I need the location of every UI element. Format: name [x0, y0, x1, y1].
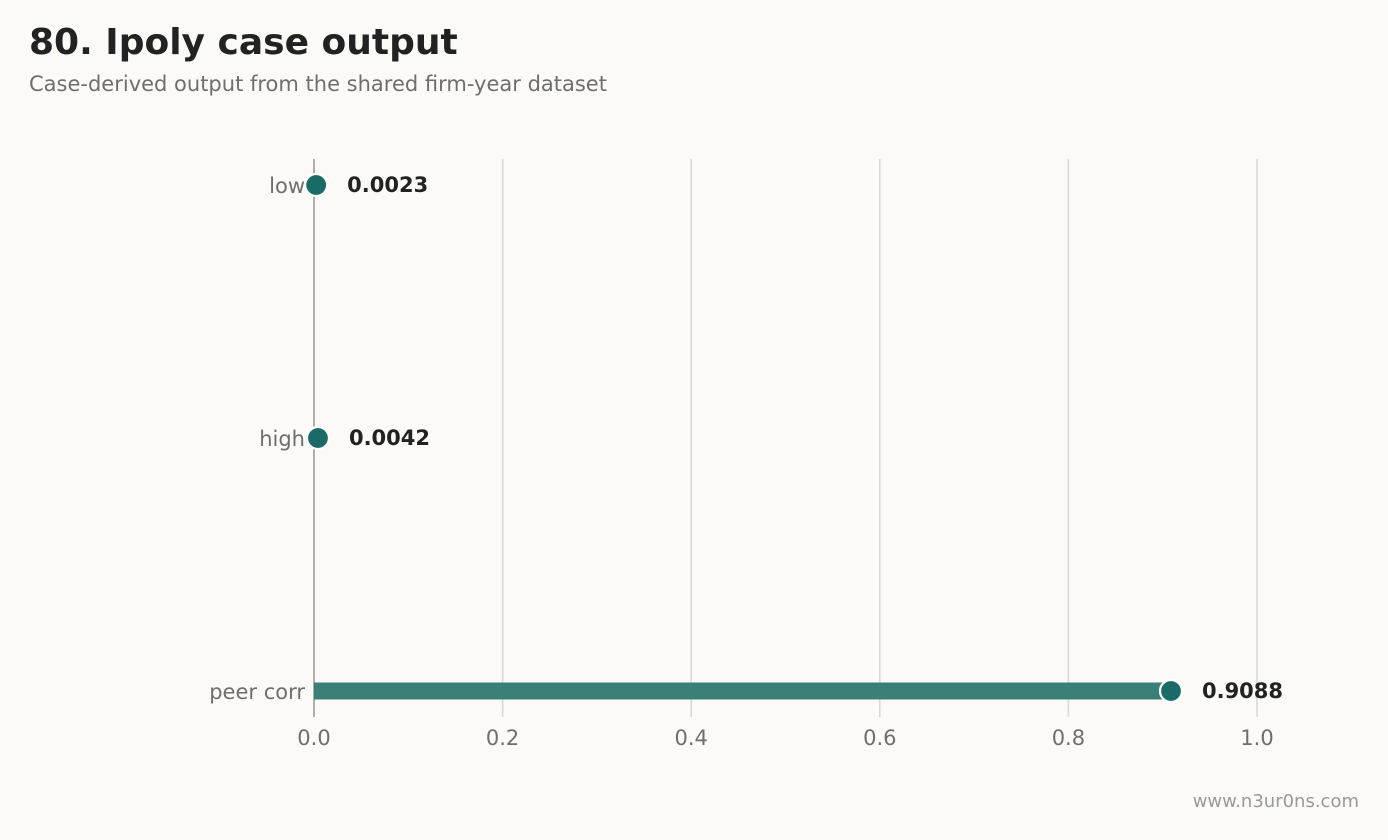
chart-subtitle: Case-derived output from the shared firm…: [29, 72, 607, 96]
x-tick-label: 0.8: [1052, 726, 1085, 750]
value-label: 0.9088: [1202, 679, 1283, 703]
x-tick-label: 0.2: [486, 726, 519, 750]
value-label: 0.0023: [347, 173, 428, 197]
bar-end-dot: [1158, 678, 1184, 704]
x-tick-label: 0.4: [674, 726, 707, 750]
grid-lines: [501, 159, 1258, 717]
bar: [314, 682, 1171, 700]
bars: 0.0023 0.0042 0.9088: [304, 172, 1283, 704]
category-label: low: [269, 174, 305, 198]
x-tick-label: 1.0: [1240, 726, 1273, 750]
x-tick-label: 0.6: [863, 726, 896, 750]
bar-end-dot: [305, 425, 331, 451]
x-tick-label: 0.0: [297, 726, 330, 750]
value-label: 0.0042: [349, 426, 430, 450]
bar-end-dot: [304, 172, 329, 198]
x-tick-labels: 0.0 0.2 0.4 0.6 0.8 1.0: [297, 726, 1273, 750]
category-label: high: [259, 427, 305, 451]
watermark: www.n3ur0ns.com: [1192, 791, 1359, 812]
category-label: peer corr: [209, 680, 305, 704]
chart-title: 80. Ipoly case output: [29, 22, 458, 63]
category-labels: low high peer corr: [209, 174, 305, 704]
